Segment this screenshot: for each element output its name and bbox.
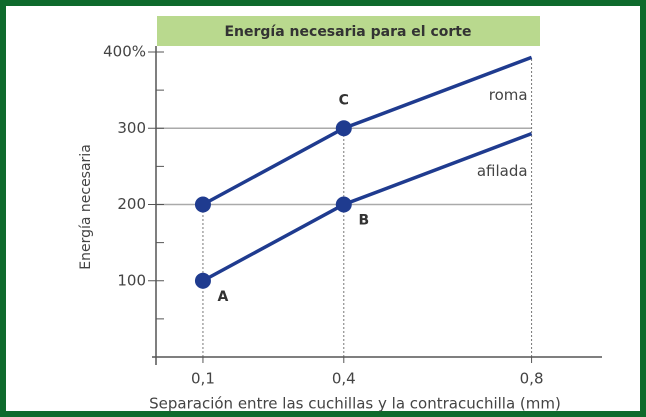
y-tick-label: 100: [117, 271, 146, 289]
y-tick-label: 200: [117, 195, 146, 213]
point: [335, 196, 352, 213]
series-label: roma: [489, 86, 528, 104]
y-tick-label: 400%: [103, 43, 146, 61]
title-box: [157, 16, 540, 46]
x-tick-label: 0,1: [191, 370, 215, 388]
y-axis-label: Energía necesaria: [78, 144, 94, 270]
x-tick-label: 0,4: [332, 370, 356, 388]
chart-title: Energía necesaria para el corte: [224, 24, 471, 40]
point: [194, 196, 211, 213]
series-label: afilada: [477, 162, 528, 180]
x-tick-label: 0,8: [520, 370, 544, 388]
point-label: C: [339, 92, 349, 108]
point: [335, 120, 352, 137]
point: [194, 272, 211, 289]
x-axis-label: Separación entre las cuchillas y la cont…: [149, 395, 561, 413]
y-tick-label: 300: [117, 119, 146, 137]
point-label: A: [218, 289, 229, 305]
point-label: B: [358, 213, 369, 229]
